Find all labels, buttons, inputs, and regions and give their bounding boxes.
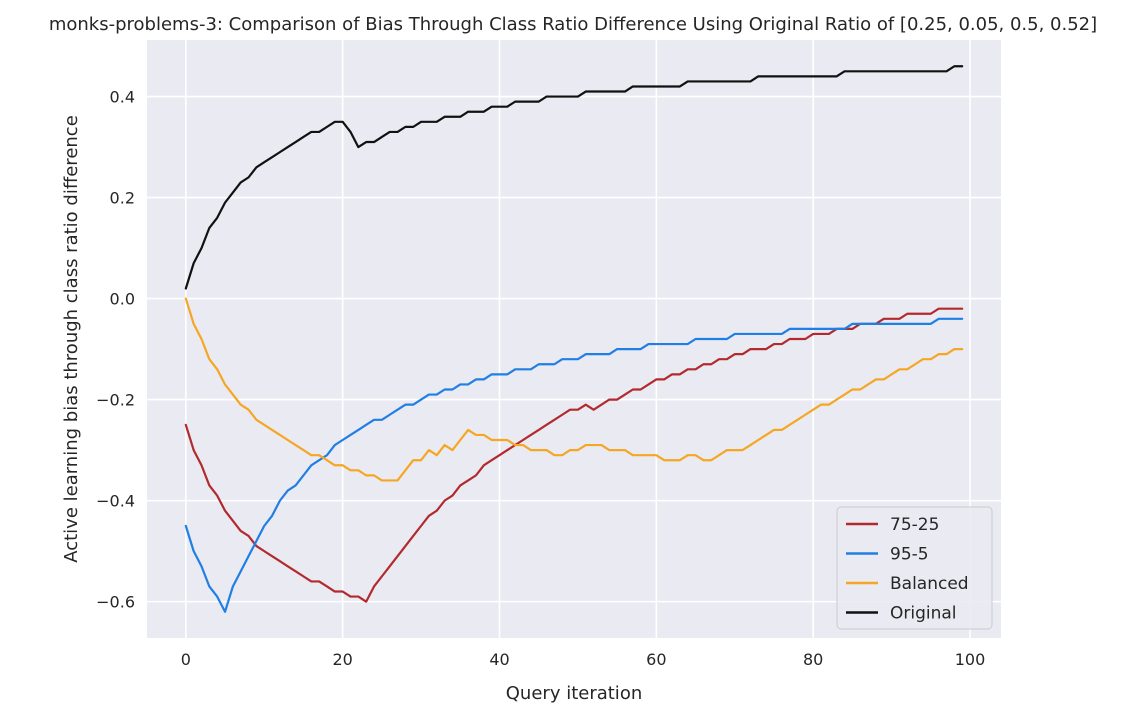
y-tick-label: 0.4	[110, 88, 135, 107]
y-tick-label: −0.6	[96, 593, 135, 612]
series-line-95-5	[184, 317, 964, 613]
x-tick-label: 80	[803, 650, 823, 669]
series-lines	[184, 65, 964, 613]
x-tick-label: 20	[332, 650, 352, 669]
legend-label: 95-5	[890, 545, 929, 565]
y-tick-label: 0.0	[110, 290, 135, 309]
x-axis-label: Query iteration	[506, 683, 642, 704]
tick-labels: 0 20 40 60 80 100 −0.6 −0.4 −0.2 0.0 0.2 0.4	[96, 88, 985, 669]
y-axis-label: Active learning bias through class ratio…	[61, 115, 82, 563]
legend-label: 75-25	[890, 515, 939, 535]
x-tick-label: 60	[646, 650, 666, 669]
x-tick-label: 100	[955, 650, 986, 669]
series-line-original	[184, 65, 964, 290]
x-tick-label: 0	[181, 650, 191, 669]
grid-lines	[147, 40, 1001, 638]
y-tick-label: −0.2	[96, 391, 135, 410]
y-tick-label: −0.4	[96, 492, 135, 511]
series-line-balanced	[184, 297, 964, 482]
legend: 75-25 95-5 Balanced Original	[836, 506, 993, 630]
legend-label: Original	[890, 604, 957, 624]
series-line-75-25	[184, 307, 964, 603]
x-tick-label: 40	[489, 650, 509, 669]
chart-title: monks-problems-3: Comparison of Bias Thr…	[49, 14, 1097, 35]
y-tick-label: 0.2	[110, 189, 135, 208]
legend-box	[836, 506, 993, 630]
legend-label: Balanced	[890, 574, 969, 594]
